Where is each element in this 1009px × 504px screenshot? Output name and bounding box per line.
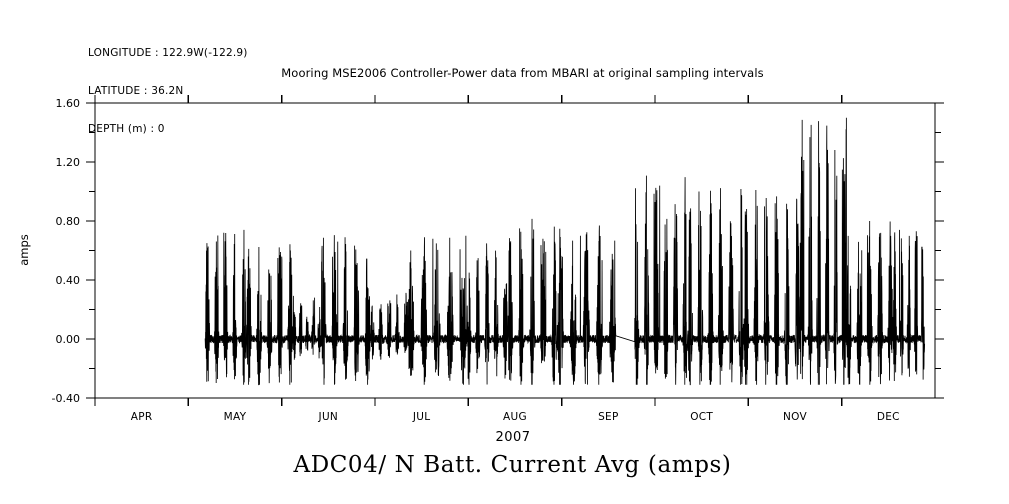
x-tick-label: OCT — [690, 411, 713, 423]
y-tick-label: 1.20 — [56, 156, 81, 169]
chart-caption-text: ADC04/ N Batt. Current Avg (amps) — [293, 452, 732, 478]
data-series-line — [204, 117, 926, 386]
x-tick-label: APR — [131, 411, 153, 423]
y-tick-label: -0.40 — [52, 392, 80, 405]
x-tick-label: JUN — [318, 411, 339, 423]
latitude-text: LATITUDE : 36.2N — [88, 84, 184, 97]
x-tick-label: NOV — [783, 411, 808, 423]
y-tick-label: 0.80 — [56, 215, 81, 228]
plot-title: Mooring MSE2006 Controller-Power data fr… — [0, 66, 1009, 80]
chart-caption: ADC04/ N Batt. Current Avg (amps) — [0, 452, 1009, 478]
longitude-text: LONGITUDE : 122.9W(-122.9) — [88, 47, 248, 60]
y-tick-label: 0.00 — [56, 333, 81, 346]
x-tick-label: AUG — [503, 411, 527, 423]
depth-text: DEPTH (m) : 0 — [88, 122, 165, 135]
y-tick-label: 1.60 — [56, 97, 81, 110]
x-tick-label: MAY — [224, 411, 247, 423]
x-tick-label: DEC — [877, 411, 900, 423]
station-metadata: LONGITUDE : 122.9W(-122.9) LATITUDE : 36… — [88, 22, 248, 161]
y-axis-title: amps — [17, 234, 31, 266]
plot-title-text: Mooring MSE2006 Controller-Power data fr… — [281, 66, 764, 80]
x-tick-label: SEP — [598, 411, 619, 423]
y-tick-label: 0.40 — [56, 274, 81, 287]
x-axis-title: 2007 — [495, 430, 530, 445]
x-tick-label: JUL — [412, 411, 431, 423]
